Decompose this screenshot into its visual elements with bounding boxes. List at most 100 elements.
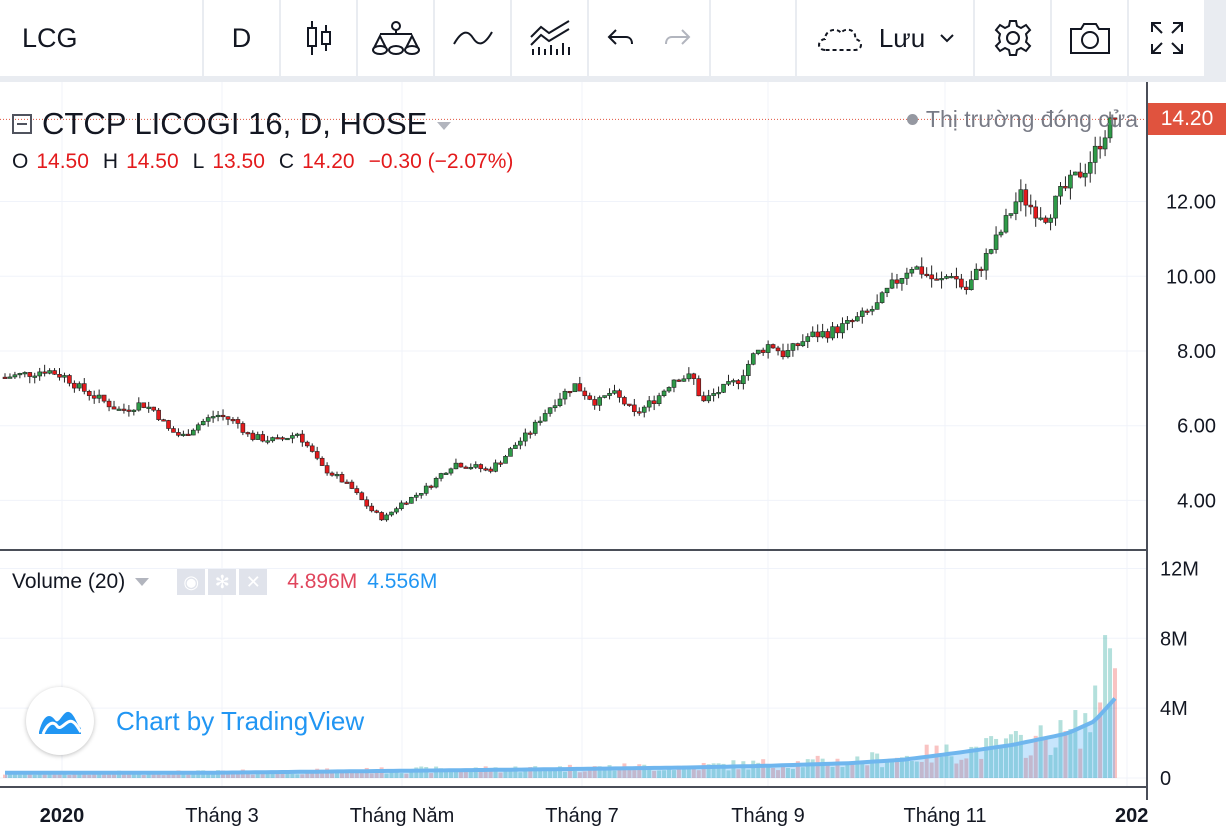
volume-bar bbox=[622, 763, 627, 778]
undo-icon[interactable] bbox=[606, 26, 634, 50]
candle-body bbox=[1107, 117, 1113, 139]
volume-bar bbox=[894, 757, 899, 778]
candle-body bbox=[780, 350, 786, 358]
caret-down-icon[interactable] bbox=[135, 578, 150, 586]
candle-body bbox=[195, 424, 201, 431]
volume-bar bbox=[394, 772, 399, 778]
candle-body bbox=[949, 276, 954, 279]
candle-body bbox=[67, 375, 72, 384]
volume-bar bbox=[577, 772, 582, 778]
candle-body bbox=[220, 414, 226, 418]
volume-bar bbox=[1078, 748, 1083, 778]
chevron-down-icon[interactable] bbox=[939, 33, 955, 43]
candle-body bbox=[1048, 217, 1053, 223]
volume-bar bbox=[1093, 685, 1098, 778]
tradingview-logo-icon bbox=[26, 687, 94, 755]
volume-bar bbox=[909, 761, 914, 778]
candle-body bbox=[166, 420, 171, 429]
candle-body bbox=[503, 456, 508, 464]
volume-bar bbox=[780, 764, 785, 778]
undo-redo-group bbox=[589, 0, 709, 76]
volume-bar bbox=[538, 767, 543, 778]
volume-tick-label: 0 bbox=[1160, 768, 1171, 790]
volume-bar bbox=[439, 768, 444, 778]
chart-style-button[interactable] bbox=[281, 0, 356, 76]
interval-button[interactable]: D bbox=[204, 0, 279, 76]
volume-bar bbox=[572, 770, 577, 778]
candle-body bbox=[101, 394, 107, 402]
volume-bar bbox=[949, 756, 954, 778]
volume-bar bbox=[255, 772, 260, 778]
candle-body bbox=[349, 481, 355, 489]
fullscreen-button[interactable] bbox=[1129, 0, 1204, 76]
volume-bar bbox=[691, 766, 696, 778]
volume-bar bbox=[453, 770, 458, 778]
candle-body bbox=[389, 511, 394, 516]
volume-bar bbox=[1013, 731, 1018, 778]
compare-button[interactable] bbox=[435, 0, 510, 76]
fullscreen-icon bbox=[1149, 20, 1185, 56]
eye-icon[interactable]: ◉ bbox=[177, 569, 206, 595]
indicators-button[interactable] bbox=[358, 0, 433, 76]
close-icon[interactable]: ✕ bbox=[239, 569, 268, 595]
volume-bar bbox=[3, 774, 7, 778]
chart-area[interactable]: 4.00 6.00 8.00 10.00 12.00 0 4M 8M 12M 2020 Tháng … bbox=[0, 82, 1226, 838]
candle-body bbox=[146, 406, 152, 409]
volume-bar bbox=[47, 772, 52, 778]
pane-separator[interactable] bbox=[0, 549, 1146, 551]
volume-bar bbox=[1008, 734, 1013, 778]
volume-bar bbox=[12, 772, 17, 778]
volume-bar bbox=[409, 771, 414, 778]
time-tick-label: Tháng 11 bbox=[903, 805, 986, 827]
candle-body bbox=[959, 278, 964, 288]
volume-bar bbox=[305, 773, 310, 778]
snapshot-button[interactable] bbox=[1052, 0, 1127, 76]
volume-bar bbox=[1053, 747, 1058, 778]
candle-body bbox=[988, 249, 994, 254]
volume-bar bbox=[7, 772, 12, 778]
volume-bar bbox=[250, 774, 255, 778]
collapse-legend-icon[interactable] bbox=[12, 114, 32, 134]
candle-body bbox=[765, 344, 771, 353]
volume-bar bbox=[463, 770, 468, 778]
volume-bar bbox=[121, 773, 126, 778]
templates-button[interactable] bbox=[512, 0, 587, 76]
volume-bar bbox=[612, 770, 617, 778]
chart-canvas[interactable]: 4.00 6.00 8.00 10.00 12.00 0 4M 8M 12M 2020 Tháng … bbox=[0, 82, 1226, 838]
volume-bar bbox=[339, 769, 344, 778]
gear-icon[interactable]: ✻ bbox=[208, 569, 237, 595]
candle-body bbox=[1092, 145, 1098, 163]
volume-bar bbox=[493, 767, 498, 778]
candle-body bbox=[518, 440, 523, 446]
candle-body bbox=[428, 485, 434, 488]
candle-body bbox=[612, 390, 617, 394]
volume-bar bbox=[904, 755, 909, 778]
save-button[interactable]: Lưu bbox=[797, 0, 973, 76]
candle-body bbox=[339, 474, 345, 483]
volume-bar bbox=[914, 761, 919, 778]
symbol-search-button[interactable]: LCG bbox=[0, 0, 202, 76]
tradingview-watermark[interactable]: Chart by TradingView bbox=[26, 687, 364, 755]
candle-body bbox=[106, 400, 112, 408]
redo-icon[interactable] bbox=[664, 26, 692, 50]
candle-body bbox=[27, 372, 33, 377]
settings-button[interactable] bbox=[975, 0, 1050, 76]
candle-body bbox=[1068, 174, 1073, 189]
caret-down-icon[interactable] bbox=[437, 122, 452, 130]
volume-bar bbox=[696, 770, 701, 778]
market-status: Thị trường đóng cửa bbox=[906, 106, 1138, 133]
volume-bar bbox=[260, 770, 265, 778]
candle-body bbox=[721, 383, 726, 393]
candle-body bbox=[230, 419, 236, 422]
candle-body bbox=[131, 409, 137, 412]
volume-bar bbox=[107, 771, 112, 778]
candle-body bbox=[1003, 215, 1009, 233]
volume-legend[interactable]: Volume (20) ◉ ✻ ✕ 4.896M 4.556M bbox=[12, 569, 437, 595]
series-legend[interactable]: CTCP LICOGI 16, D, HOSE bbox=[12, 106, 452, 142]
volume-bar bbox=[344, 772, 349, 778]
candle-body bbox=[1038, 217, 1043, 220]
candle-body bbox=[156, 409, 161, 420]
candle-body bbox=[1018, 189, 1024, 203]
volume-bar bbox=[131, 771, 136, 778]
candle-body bbox=[706, 395, 711, 402]
